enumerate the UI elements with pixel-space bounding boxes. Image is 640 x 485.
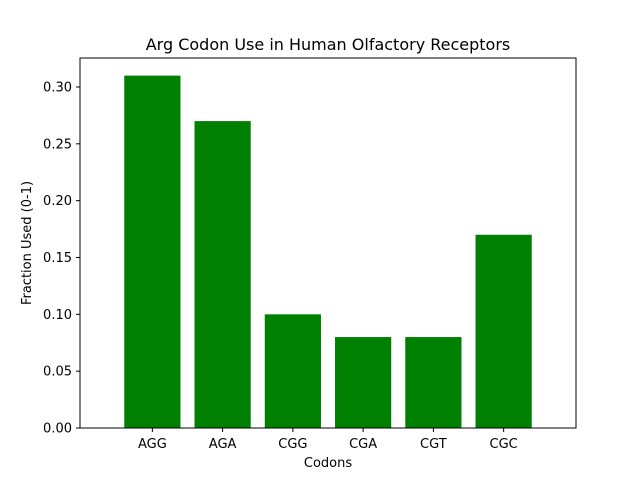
x-tick-label: CGC — [490, 437, 518, 452]
bar-aga — [194, 121, 251, 428]
y-tick-label: 0.25 — [43, 137, 72, 152]
bar-cgc — [475, 234, 532, 428]
bar-cga — [335, 337, 392, 428]
y-tick-label: 0.15 — [43, 251, 72, 266]
x-tick-label: AGA — [209, 437, 237, 452]
x-axis-label: Codons — [304, 456, 352, 471]
y-tick-label: 0.10 — [43, 308, 72, 323]
x-tick-label: CGA — [349, 437, 377, 452]
y-tick-label: 0.05 — [43, 365, 72, 380]
y-tick-label: 0.30 — [43, 80, 72, 95]
y-axis: 0.00 0.05 0.10 0.15 0.20 0.25 0.30 — [43, 80, 80, 437]
chart-title: Arg Codon Use in Human Olfactory Recepto… — [146, 35, 511, 54]
y-tick-label: 0.00 — [43, 422, 72, 437]
bar-cgt — [405, 337, 462, 428]
plot-frame — [79, 57, 577, 429]
bars-layer — [124, 75, 532, 428]
x-axis: AGG AGA CGG CGA CGT CGC — [138, 428, 518, 452]
bar-cgg — [264, 314, 321, 428]
y-axis-label: Fraction Used (0-1) — [20, 181, 35, 305]
x-tick-label: AGG — [138, 437, 167, 452]
y-tick-label: 0.20 — [43, 194, 72, 209]
bar-agg — [124, 75, 181, 428]
x-tick-label: CGG — [278, 437, 307, 452]
x-tick-label: CGT — [420, 437, 447, 452]
